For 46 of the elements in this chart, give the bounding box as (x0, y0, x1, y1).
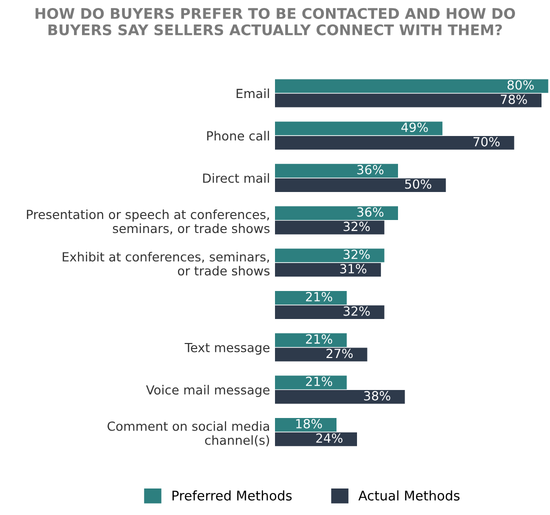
data-label: 21% (306, 292, 332, 302)
y-tick-label: Voice mail message (146, 384, 270, 398)
bar (275, 390, 405, 404)
data-label: 32% (344, 250, 370, 260)
data-label: 70% (474, 136, 500, 146)
data-label: 24% (316, 433, 342, 443)
bar (275, 164, 398, 178)
bar (275, 333, 347, 347)
bar (275, 136, 514, 150)
data-label: 27% (326, 348, 353, 358)
bar (275, 122, 442, 136)
y-tick-label: Text message (184, 342, 270, 355)
data-label: 32% (344, 306, 370, 316)
legend-label: Actual Methods (358, 490, 460, 501)
data-label: 80% (508, 80, 534, 90)
bar (275, 290, 347, 305)
y-tick-label: Comment on social media channel(s) (108, 421, 270, 446)
data-label: 50% (405, 179, 432, 189)
bar (275, 305, 384, 320)
y-tick-label: Presentation or speech at conferences, seminars, or trade shows (26, 210, 270, 234)
bar (275, 79, 548, 93)
legend-label: Preferred Methods (172, 490, 292, 501)
bar (275, 94, 542, 108)
data-label: 18% (296, 419, 322, 428)
bar (275, 432, 358, 446)
data-label: 38% (364, 391, 390, 401)
data-label: 49% (401, 122, 428, 132)
y-tick-label: Phone call (207, 130, 269, 141)
data-label: 78% (500, 94, 527, 104)
data-label: 21% (306, 376, 332, 386)
bar (275, 376, 347, 390)
data-label: 36% (357, 164, 384, 174)
bar (275, 178, 446, 192)
y-tick-label: Email (236, 88, 269, 98)
bar (275, 348, 368, 362)
bar (275, 248, 384, 262)
data-label: 36% (357, 207, 384, 217)
data-label: 21% (306, 334, 332, 344)
y-tick-label: Exhibit at conferences, seminars, or trade shows (62, 252, 270, 276)
chart-title: HOW DO BUYERS PREFER TO BE CONTACTED AND HOW DO BUYERS SAY SELLERS ACTUALLY CONNECT WITH THEM? (36, 8, 515, 36)
bar (275, 220, 384, 234)
data-label: 31% (340, 264, 366, 274)
y-tick-label: Direct mail (203, 173, 269, 183)
data-label: 32% (344, 222, 370, 232)
bar (275, 206, 398, 220)
bar (275, 263, 381, 277)
